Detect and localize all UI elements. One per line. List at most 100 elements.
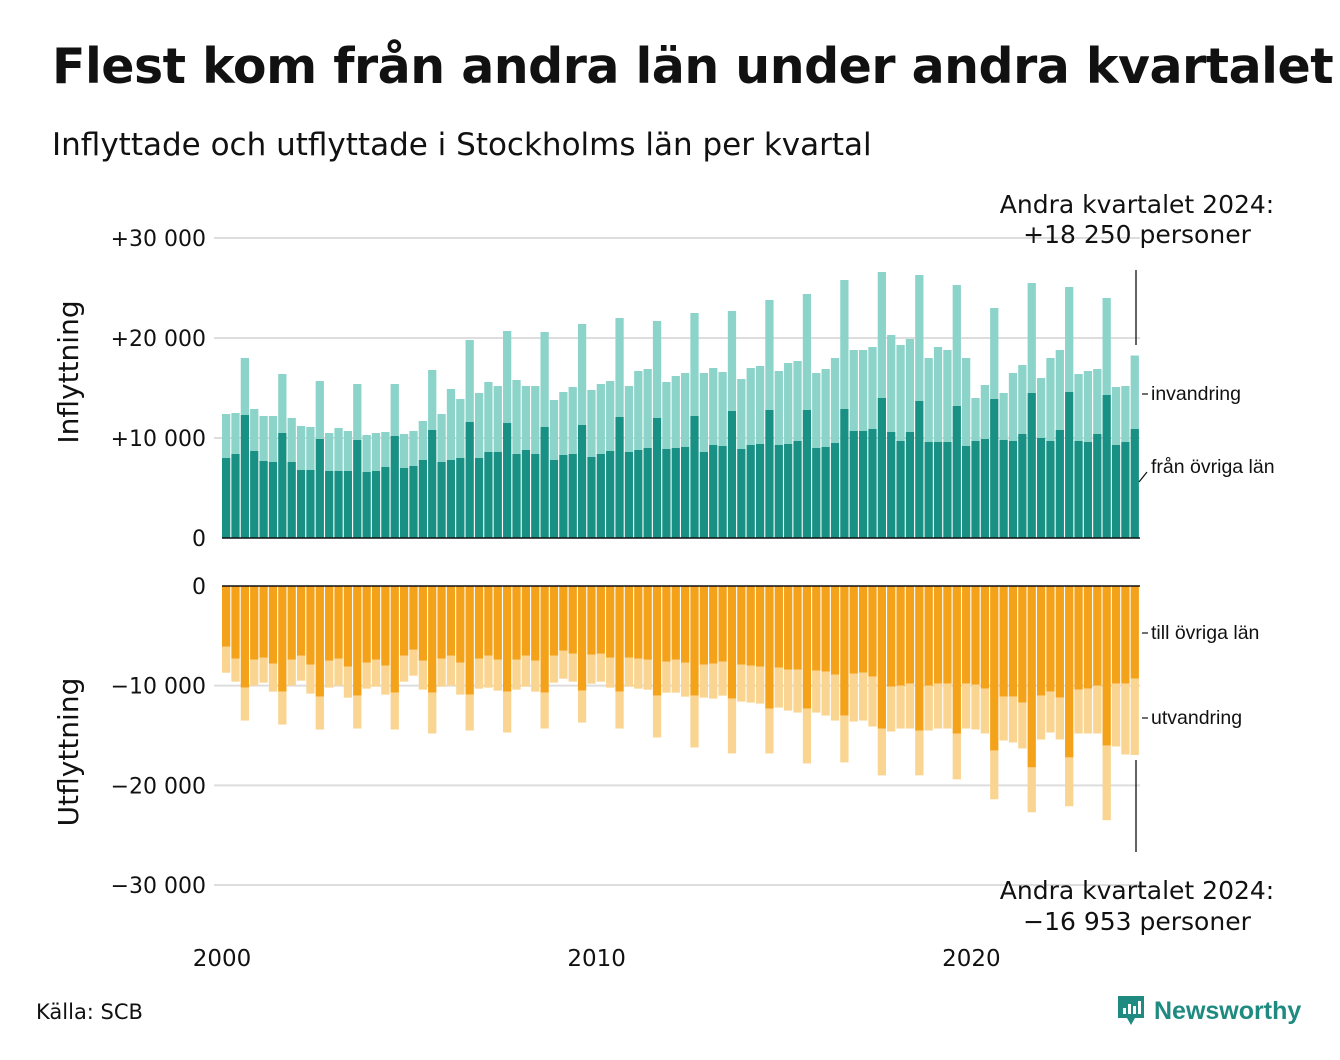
bar-invandring: [624, 386, 634, 452]
bar-utvandring: [915, 730, 924, 776]
bar-fran-ovriga-lan: [652, 418, 662, 538]
bar-till-ovriga-lan: [1130, 586, 1139, 679]
bar-fran-ovriga-lan: [643, 448, 652, 538]
bar-till-ovriga-lan: [259, 586, 268, 658]
bar-fran-ovriga-lan: [952, 406, 961, 538]
bar-fran-ovriga-lan: [390, 436, 399, 538]
bar-fran-ovriga-lan: [503, 423, 512, 538]
bar-utvandring: [371, 659, 381, 687]
bar-fran-ovriga-lan: [362, 472, 371, 538]
bar-utvandring: [858, 672, 868, 721]
bar-invandring: [681, 373, 690, 447]
bar-invandring: [531, 386, 540, 454]
annotation-bottom-line1: Andra kvartalet 2024:: [1000, 876, 1274, 905]
bar-fran-ovriga-lan: [1083, 442, 1093, 538]
bar-till-ovriga-lan: [465, 586, 474, 695]
bar-fran-ovriga-lan: [840, 409, 849, 538]
bar-utvandring: [1046, 691, 1055, 733]
bar-invandring: [999, 393, 1008, 440]
bar-fran-ovriga-lan: [962, 446, 971, 538]
legend-label-fran-ovriga-lan-tick: [1138, 471, 1148, 483]
bar-invandring: [474, 393, 484, 458]
bar-fran-ovriga-lan: [474, 458, 484, 538]
bar-fran-ovriga-lan: [315, 439, 324, 538]
bar-invandring: [962, 358, 971, 446]
bar-till-ovriga-lan: [268, 586, 278, 664]
bar-till-ovriga-lan: [718, 586, 727, 662]
bar-till-ovriga-lan: [905, 586, 915, 684]
bar-fran-ovriga-lan: [493, 452, 502, 538]
bar-fran-ovriga-lan: [577, 425, 587, 538]
bar-invandring: [727, 311, 737, 411]
bar-invandring: [652, 321, 662, 418]
bar-fran-ovriga-lan: [540, 427, 549, 538]
bar-invandring: [821, 369, 830, 447]
bar-fran-ovriga-lan: [606, 451, 615, 538]
bar-till-ovriga-lan: [222, 586, 231, 647]
bar-invandring: [1055, 350, 1064, 430]
bar-fran-ovriga-lan: [521, 450, 531, 538]
bar-fran-ovriga-lan: [418, 460, 427, 538]
bar-till-ovriga-lan: [980, 586, 990, 689]
legend-label-invandring: invandring: [1151, 383, 1241, 405]
bar-till-ovriga-lan: [924, 586, 933, 686]
newsworthy-logo-icon: [1118, 996, 1144, 1025]
bar-till-ovriga-lan: [971, 586, 980, 685]
bar-invandring: [362, 435, 371, 472]
bar-fran-ovriga-lan: [971, 441, 980, 538]
bar-invandring: [353, 384, 362, 440]
bar-invandring: [980, 385, 990, 439]
bar-fran-ovriga-lan: [1036, 438, 1046, 538]
y-tick-label-lower: 0: [192, 575, 206, 600]
bar-till-ovriga-lan: [353, 586, 362, 696]
bar-utvandring: [596, 653, 605, 682]
bar-till-ovriga-lan: [1093, 586, 1102, 686]
bar-fran-ovriga-lan: [1130, 429, 1139, 538]
bar-fran-ovriga-lan: [868, 429, 877, 538]
bar-till-ovriga-lan: [746, 586, 755, 666]
bar-invandring: [503, 331, 512, 423]
bar-invandring: [512, 380, 521, 454]
bar-fran-ovriga-lan: [681, 447, 690, 538]
bar-utvandring: [428, 692, 437, 734]
bar-invandring: [390, 384, 399, 436]
bar-fran-ovriga-lan: [887, 432, 896, 538]
bar-till-ovriga-lan: [418, 586, 427, 661]
bar-fran-ovriga-lan: [306, 470, 315, 538]
bar-fran-ovriga-lan: [587, 457, 596, 538]
bar-invandring: [268, 416, 278, 462]
bar-utvandring: [287, 659, 296, 686]
bar-invandring: [606, 381, 615, 451]
bar-invandring: [278, 374, 287, 433]
bar-invandring: [381, 432, 390, 467]
bar-invandring: [418, 421, 427, 460]
bar-invandring: [971, 398, 980, 441]
bar-utvandring: [512, 659, 521, 690]
bar-invandring: [755, 366, 765, 444]
chart-title: Flest kom från andra län under andra kva…: [52, 38, 1334, 95]
bar-fran-ovriga-lan: [296, 470, 306, 538]
bar-utvandring: [887, 686, 896, 732]
y-axis-label-lower: Utflyttning: [52, 678, 85, 827]
bar-utvandring: [849, 673, 858, 722]
bar-invandring: [1018, 365, 1027, 434]
bar-invandring: [587, 390, 596, 457]
bar-fran-ovriga-lan: [774, 445, 783, 538]
bar-utvandring: [746, 665, 755, 703]
bar-utvandring: [343, 666, 353, 698]
bar-till-ovriga-lan: [765, 586, 774, 709]
bar-invandring: [343, 431, 353, 471]
bar-invandring: [1121, 386, 1130, 442]
bar-utvandring: [1027, 767, 1036, 813]
y-tick-label-upper: +10 000: [111, 427, 206, 452]
bar-till-ovriga-lan: [652, 586, 662, 696]
bar-utvandring: [980, 688, 990, 734]
bar-invandring: [699, 373, 709, 452]
annotation-bottom-line2: −16 953 personer: [1023, 907, 1251, 936]
bar-invandring: [1065, 287, 1074, 392]
bar-fran-ovriga-lan: [765, 410, 774, 538]
bar-till-ovriga-lan: [877, 586, 886, 729]
bar-till-ovriga-lan: [409, 586, 418, 650]
bar-fran-ovriga-lan: [222, 458, 231, 538]
bar-utvandring: [250, 659, 259, 686]
